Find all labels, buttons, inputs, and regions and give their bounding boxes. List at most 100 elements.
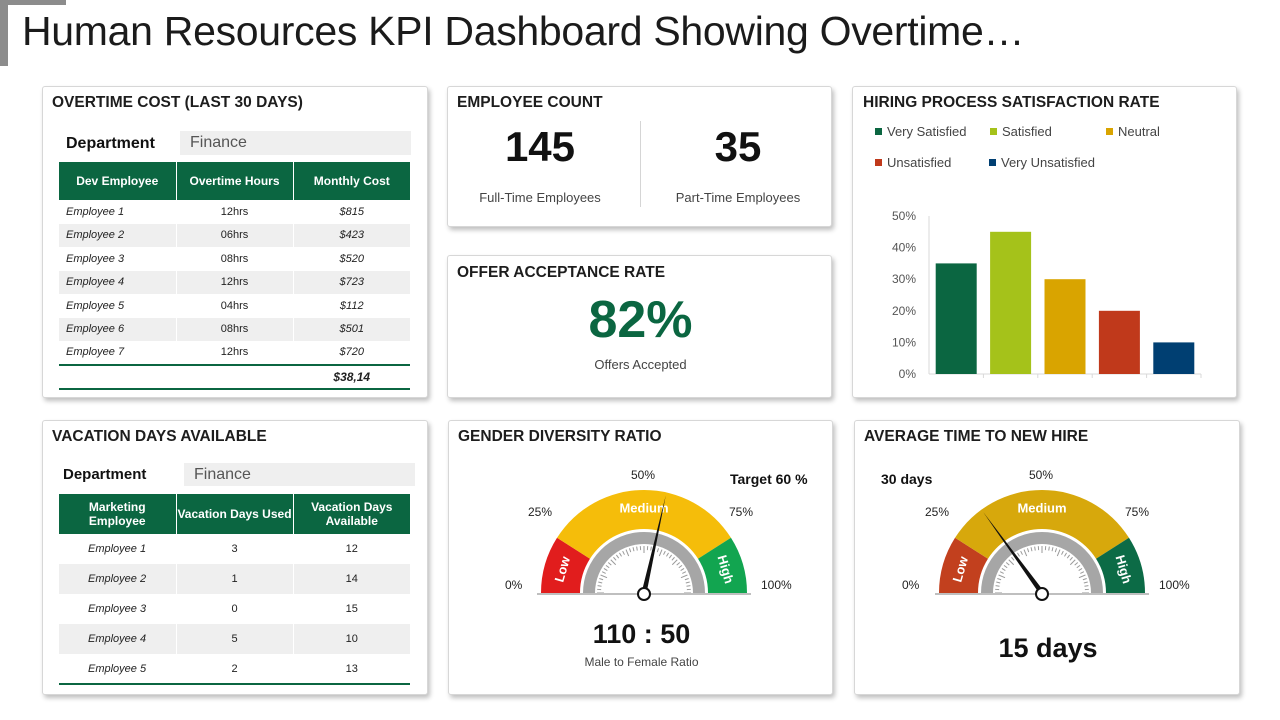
part-time-count: 35 xyxy=(714,123,762,170)
gauge-tick-0: 0% xyxy=(505,578,523,592)
department-select[interactable]: Finance xyxy=(180,131,411,155)
gauge-tick-mark xyxy=(1069,556,1073,561)
legend-label: Very Satisfied xyxy=(887,124,967,139)
days-used-cell: 0 xyxy=(176,594,294,624)
count-divider xyxy=(640,121,641,207)
time-to-hire-card: AVERAGE TIME TO NEW HIRE 30 days 50% 25%… xyxy=(854,420,1240,695)
gauge-tick-mark xyxy=(1005,562,1010,566)
total-empty-cell xyxy=(176,363,294,390)
monthly-cost-cell: $723 xyxy=(293,270,410,294)
table-row: Employee 3 08hrs $520 xyxy=(59,247,410,271)
overtime-hours-cell: 12hrs xyxy=(176,341,294,365)
gauge-tick-mark xyxy=(658,549,663,557)
legend-label: Neutral xyxy=(1118,124,1160,139)
y-tick-label: 50% xyxy=(892,209,916,223)
bar xyxy=(1044,279,1086,374)
overtime-hours-cell: 06hrs xyxy=(176,223,294,247)
total-row: $38,14 xyxy=(59,363,410,390)
gauge-tick-mark xyxy=(685,581,690,584)
page-title: Human Resources KPI Dashboard Showing Ov… xyxy=(22,8,1025,54)
table-row: Employee 1 3 12 xyxy=(59,534,410,564)
full-time-label: Full-Time Employees xyxy=(479,190,601,205)
gauge-band-label: Low xyxy=(551,554,573,584)
gauge-tick-mark xyxy=(597,585,602,587)
table-row: Employee 1 12hrs $815 xyxy=(59,200,410,224)
full-time-count: 145 xyxy=(504,123,576,170)
gauge-tick-mark xyxy=(666,552,669,557)
gauge-tick-mark xyxy=(1051,547,1054,552)
gauge-tick-mark xyxy=(650,546,652,551)
col-header-dev-employee: Dev Employee xyxy=(59,162,177,200)
table-bottom-rule xyxy=(59,683,410,686)
gauge-tick-mark xyxy=(1017,552,1020,557)
vacation-department-select[interactable]: Finance xyxy=(184,463,415,486)
monthly-cost-cell: $720 xyxy=(339,346,364,359)
gauge-tick-mark xyxy=(625,549,630,557)
gauge-tick-mark xyxy=(668,554,673,559)
gauge-tick-mark xyxy=(1078,574,1086,579)
table-bottom-rule-cell xyxy=(59,683,410,686)
gauge-tick-mark xyxy=(996,581,1001,584)
gauge-tick-100: 100% xyxy=(761,578,792,592)
days-used-cell: 1 xyxy=(176,564,294,594)
gender-diversity-card: GENDER DIVERSITY RATIO Target 60 % 50% 2… xyxy=(448,420,833,695)
employee-count-title: EMPLOYEE COUNT xyxy=(457,94,603,111)
gauge-inner-ring xyxy=(583,532,705,593)
gauge-tick-mark xyxy=(1011,556,1015,561)
gauge-tick-mark xyxy=(1034,546,1036,551)
table-row: Employee 4 12hrs $723 xyxy=(59,270,410,294)
gauge-tick-mark xyxy=(686,585,691,587)
target-label: Target 60 % xyxy=(730,471,808,487)
title-accent-top xyxy=(0,0,66,5)
days-used-cell: 2 xyxy=(176,654,294,684)
monthly-cost-cell: $520 xyxy=(339,252,364,265)
gauge-tick-mark xyxy=(663,550,666,555)
gauge-pivot xyxy=(1035,587,1049,601)
col-header-days-available: Vacation Days Available xyxy=(293,494,410,534)
employee-count-card: EMPLOYEE COUNT 145 Full-Time Employees 3… xyxy=(447,86,832,227)
table-row: Employee 2 06hrs $423 xyxy=(59,223,410,247)
employee-name-cell: Employee 4 xyxy=(59,270,177,294)
overtime-cost-card: OVERTIME COST (LAST 30 DAYS) Department … xyxy=(42,86,428,398)
gauge-tick-mark xyxy=(1084,585,1089,587)
y-tick-label: 0% xyxy=(899,367,917,381)
department-label: Department xyxy=(66,135,155,152)
gauge-tick-mark xyxy=(600,574,608,579)
y-tick-label: 10% xyxy=(892,335,916,349)
gender-diversity-title: GENDER DIVERSITY RATIO xyxy=(458,428,662,445)
gauge-tick-mark xyxy=(636,546,638,551)
days-available-cell: 10 xyxy=(293,624,410,654)
gauge-tick-mark xyxy=(1078,568,1083,571)
table-row: Employee 7 12hrs $720 xyxy=(59,341,410,365)
legend-item: Very Unsatisfied xyxy=(989,155,1095,170)
legend-item: Very Satisfied xyxy=(875,124,967,139)
gauge-needle xyxy=(983,512,1045,595)
total-empty-cell xyxy=(59,363,177,390)
overtime-hours-cell: 04hrs xyxy=(176,294,294,318)
gauge-band-high xyxy=(1096,537,1145,593)
gauge-tick-mark xyxy=(599,578,604,581)
employee-name-cell: Employee 3 xyxy=(59,594,177,624)
overtime-hours-cell: 12hrs xyxy=(176,200,294,224)
gauge-tick-mark xyxy=(1083,581,1088,584)
overtime-table: Dev Employee Overtime Hours Monthly Cost… xyxy=(59,162,410,390)
employee-name-cell: Employee 2 xyxy=(59,564,177,594)
monthly-cost-cell: $112 xyxy=(339,299,364,312)
gauge-tick-mark xyxy=(629,548,632,553)
offer-acceptance-label: Offers Accepted xyxy=(594,357,687,372)
gauge-band-medium xyxy=(955,490,1129,559)
gauge-tick-mark xyxy=(615,554,620,559)
legend-swatch xyxy=(989,159,996,166)
gender-ratio-value: 110 : 50 xyxy=(592,619,691,649)
legend-label: Very Unsatisfied xyxy=(1001,155,1095,170)
hire-gauge-tick-25: 25% xyxy=(925,505,950,519)
days-available-cell: 12 xyxy=(345,543,358,555)
gauge-tick-mark xyxy=(671,556,675,561)
gauge-tick-mark xyxy=(1066,554,1071,559)
table-row: Employee 6 08hrs $501 xyxy=(59,317,410,341)
col-header-overtime-hours: Overtime Hours xyxy=(176,162,294,200)
table-row: Employee 4 5 10 xyxy=(59,624,410,654)
hire-gauge-tick-50: 50% xyxy=(1029,468,1054,482)
hire-gauge-tick-0: 0% xyxy=(902,578,920,592)
